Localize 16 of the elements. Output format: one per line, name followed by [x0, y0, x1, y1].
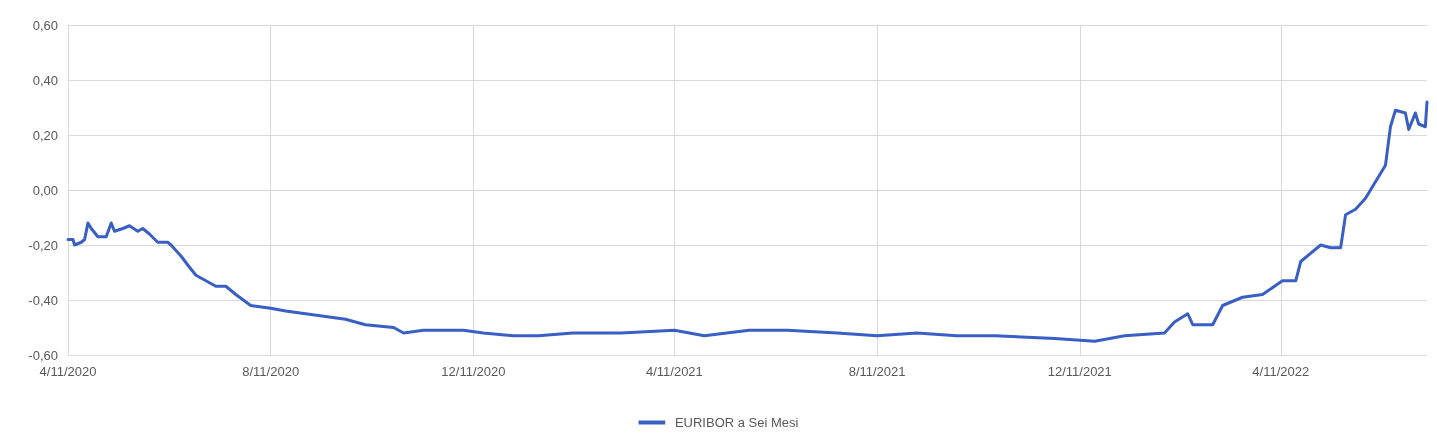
y-tick-label: 0,40 [32, 72, 58, 88]
x-tick-label: 8/11/2021 [848, 364, 906, 379]
x-tick-label: 4/11/2021 [645, 364, 703, 379]
x-tick-label: 4/11/2022 [1252, 364, 1310, 379]
y-tick-label: -0,40 [28, 292, 58, 308]
y-tick-label: 0,00 [32, 182, 58, 198]
x-tick-label: 4/11/2020 [39, 364, 97, 379]
y-tick-label: 0,20 [32, 127, 58, 143]
y-tick-label: -0,60 [28, 347, 58, 363]
y-tick-label: 0,60 [32, 17, 58, 33]
line-series [66, 100, 1429, 343]
legend-label: EURIBOR a Sei Mesi [674, 415, 799, 430]
x-tick-label: 8/11/2020 [242, 364, 300, 379]
x-tick-label: 12/11/2020 [441, 364, 506, 379]
y-tick-label: -0,20 [28, 237, 58, 253]
x-tick-label: 12/11/2021 [1047, 364, 1112, 379]
